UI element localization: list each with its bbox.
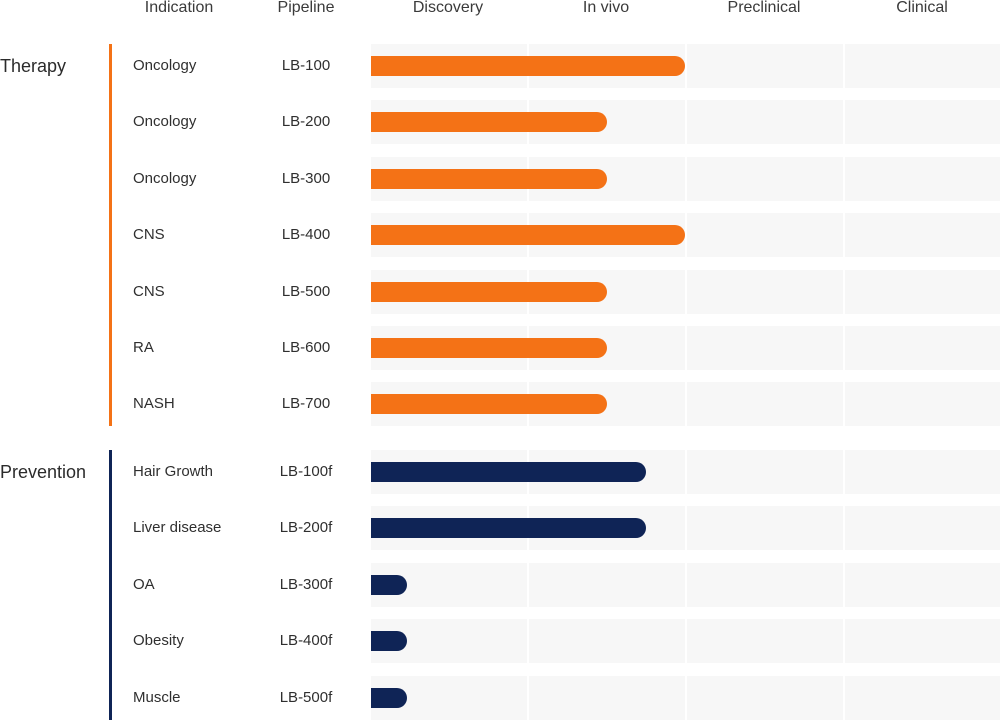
- header-stage-in-vivo: In vivo: [582, 0, 630, 16]
- pipeline-code: LB-200f: [279, 519, 333, 537]
- pipeline-row: Obesity LB-400f: [0, 619, 1000, 664]
- indication-label: OA: [133, 575, 155, 593]
- progress-bar: [371, 168, 607, 189]
- stage-cell: [687, 44, 843, 88]
- pipeline-row: NASH LB-700: [0, 382, 1000, 427]
- progress-bar: [371, 394, 607, 415]
- stage-cell: [687, 562, 843, 607]
- group-divider-prevention: [109, 450, 112, 720]
- header-stage-discovery: Discovery: [412, 0, 484, 16]
- stage-cell: [687, 450, 843, 494]
- pipeline-code: LB-600: [281, 339, 331, 356]
- progress-bar: [371, 687, 407, 708]
- stage-cell: [687, 675, 843, 720]
- stage-cell: [687, 100, 843, 145]
- stage-cell: [845, 100, 1000, 145]
- stage-cell: [687, 619, 843, 664]
- progress-bar: [371, 225, 685, 246]
- header-pipeline: Pipeline: [277, 0, 335, 16]
- stage-cell: [687, 382, 843, 427]
- indication-label: CNS: [133, 226, 165, 244]
- stage-cell: [845, 450, 1000, 494]
- pipeline-row: Oncology LB-100: [0, 44, 1000, 88]
- indication-label: Hair Growth: [133, 463, 214, 480]
- stage-cell: [687, 213, 843, 258]
- pipeline-row: Oncology LB-200: [0, 100, 1000, 145]
- pipeline-row: Liver disease LB-200f: [0, 506, 1000, 551]
- pipeline-code: LB-500: [281, 282, 331, 300]
- stage-cell: [845, 213, 1000, 258]
- progress-bar: [371, 281, 607, 302]
- stage-cell: [845, 44, 1000, 88]
- stage-cell: [687, 506, 843, 551]
- pipeline-row: OA LB-300f: [0, 562, 1000, 607]
- pipeline-code: LB-400: [281, 226, 331, 244]
- group-divider-therapy: [109, 44, 112, 427]
- stage-cell: [529, 562, 685, 607]
- progress-bar: [371, 462, 646, 482]
- indication-label: Oncology: [133, 169, 197, 187]
- pipeline-row: CNS LB-500: [0, 269, 1000, 314]
- pipeline-code: LB-100f: [279, 463, 333, 480]
- pipeline-code: LB-400f: [279, 632, 333, 650]
- group-label-therapy: Therapy: [0, 56, 67, 76]
- stage-cell: [845, 619, 1000, 664]
- pipeline-code: LB-700: [281, 395, 331, 413]
- pipeline-code: LB-300f: [279, 575, 333, 593]
- progress-bar: [371, 631, 407, 652]
- indication-label: Oncology: [133, 57, 197, 74]
- stage-cell: [687, 156, 843, 201]
- stage-cell: [845, 675, 1000, 720]
- indication-label: CNS: [133, 282, 165, 300]
- header-stage-clinical: Clinical: [896, 0, 948, 16]
- indication-label: NASH: [133, 395, 175, 413]
- pipeline-code: LB-100: [281, 57, 331, 74]
- stage-cell: [687, 269, 843, 314]
- pipeline-row: Hair Growth LB-100f: [0, 450, 1000, 494]
- indication-label: Liver disease: [133, 519, 222, 537]
- indication-label: RA: [133, 339, 154, 356]
- stage-cell: [845, 506, 1000, 551]
- stage-cell: [845, 382, 1000, 427]
- progress-bar: [371, 574, 407, 595]
- stage-cell: [845, 562, 1000, 607]
- pipeline-row: CNS LB-400: [0, 213, 1000, 258]
- group-label-prevention: Prevention: [0, 462, 87, 482]
- pipeline-code: LB-200: [281, 113, 331, 131]
- progress-bar: [371, 112, 607, 133]
- pipeline-code: LB-300: [281, 169, 331, 187]
- progress-bar: [371, 338, 607, 358]
- stage-cell: [845, 156, 1000, 201]
- header-stage-preclinical: Preclinical: [727, 0, 801, 16]
- stage-cell: [845, 269, 1000, 314]
- indication-label: Obesity: [133, 632, 184, 650]
- pipeline-row: Muscle LB-500f: [0, 675, 1000, 720]
- indication-label: Muscle: [133, 688, 181, 706]
- stage-cell: [687, 326, 843, 370]
- pipeline-row: Oncology LB-300: [0, 156, 1000, 201]
- indication-label: Oncology: [133, 113, 197, 131]
- pipeline-row: RA LB-600: [0, 326, 1000, 370]
- stage-cell: [529, 619, 685, 664]
- stage-cell: [529, 675, 685, 720]
- progress-bar: [371, 518, 646, 539]
- pipeline-code: LB-500f: [279, 688, 333, 706]
- stage-cell: [845, 326, 1000, 370]
- header-indication: Indication: [144, 0, 214, 16]
- progress-bar: [371, 56, 685, 76]
